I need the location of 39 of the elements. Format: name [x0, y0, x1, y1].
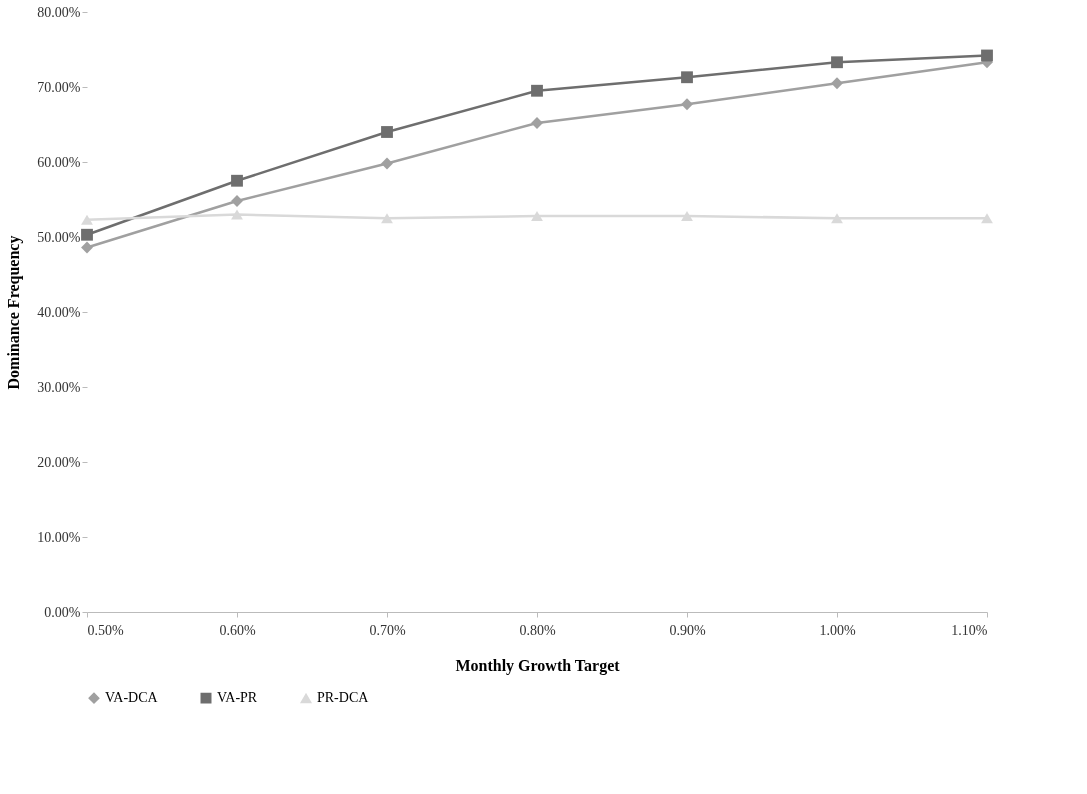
- legend-label: VA-PR: [217, 690, 258, 706]
- y-tick-label: 50.00%: [37, 229, 81, 245]
- point: [381, 213, 393, 224]
- point: [381, 157, 393, 170]
- point: [981, 213, 993, 224]
- point: [681, 98, 693, 111]
- x-tick-label: 0.60%: [219, 622, 256, 638]
- point: [531, 210, 543, 222]
- y-axis-title: Dominance Frequency: [5, 235, 24, 390]
- x-tick-label: 0.50%: [87, 622, 124, 638]
- x-tick-label: 1.00%: [819, 622, 856, 638]
- point: [531, 84, 543, 97]
- point: [981, 49, 993, 62]
- point: [231, 174, 243, 187]
- x-tick-label: 1.10%: [951, 622, 988, 638]
- legend-label: PR-DCA: [317, 690, 370, 706]
- legend-label: VA-DCA: [105, 690, 159, 706]
- point: [831, 213, 843, 224]
- point: [381, 126, 393, 138]
- point: [81, 228, 93, 241]
- x-axis-title: Monthly Growth Target: [455, 656, 621, 675]
- y-tick-label: 70.00%: [37, 79, 81, 95]
- point: [81, 241, 93, 254]
- y-tick-label: 40.00%: [37, 304, 81, 320]
- y-tick-label: 20.00%: [37, 454, 81, 470]
- point: [81, 214, 93, 225]
- x-tick-label: 0.70%: [369, 622, 406, 638]
- y-tick-label: 0.00%: [44, 604, 81, 620]
- point: [831, 77, 843, 90]
- point: [681, 210, 693, 222]
- point: [831, 56, 843, 69]
- x-tick-label: 0.80%: [519, 622, 556, 638]
- x-tick-label: 0.90%: [669, 622, 706, 638]
- y-tick-label: 30.00%: [37, 379, 81, 395]
- point: [231, 209, 243, 220]
- y-tick-label: 10.00%: [37, 529, 81, 545]
- point: [681, 71, 693, 84]
- y-tick-label: 80.00%: [37, 4, 81, 20]
- y-tick-label: 60.00%: [37, 154, 81, 170]
